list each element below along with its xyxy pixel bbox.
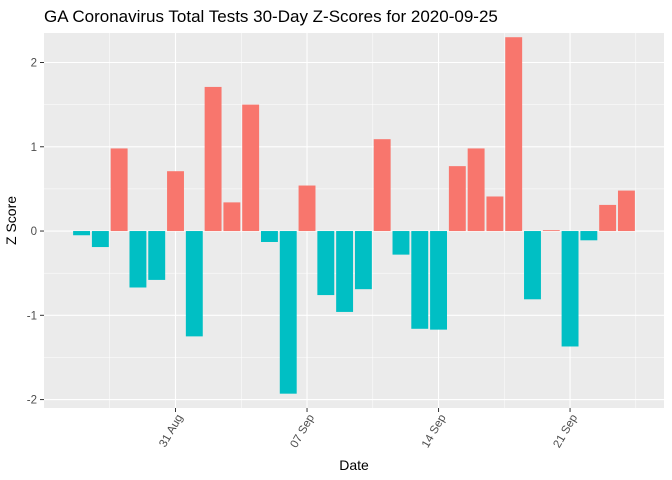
bar [411,231,429,329]
bar [242,104,260,232]
bar [167,171,184,232]
bar [373,139,391,232]
bar [91,231,109,248]
grid-minor [44,33,664,408]
x-axis: 31 Aug 07 Sep 14 Sep 21 Sep [157,408,580,450]
bar [542,230,560,232]
bar [298,185,316,232]
grid-major [44,33,664,408]
bar [185,231,203,337]
chart-title: GA Coronavirus Total Tests 30-Day Z-Scor… [44,7,498,26]
plot-panel [44,33,664,408]
y-tick-label: 2 [31,57,37,69]
x-tick-label: 07 Sep [288,413,317,451]
y-axis: -2 -1 0 1 2 [27,57,44,407]
bar [317,231,335,296]
x-tick-label: 31 Aug [157,413,185,450]
bar [261,231,278,242]
x-tick-label: 14 Sep [420,413,449,451]
bar [617,190,635,232]
x-tick-label: 21 Sep [552,413,581,451]
bars [73,37,635,394]
x-axis-title: Date [339,457,369,473]
bar [148,231,166,280]
bar [430,231,447,330]
bar [486,196,504,232]
bar [580,231,598,241]
bar [599,204,617,232]
bar [110,148,128,232]
bar [448,166,466,232]
bar [524,231,541,300]
y-axis-title: Z Score [3,196,19,245]
bar [73,231,91,236]
bar [354,231,372,290]
y-tick-label: 0 [31,226,37,238]
bar [561,231,579,347]
bar [336,231,354,312]
y-tick-label: -2 [27,395,37,407]
y-tick-label: -1 [27,310,37,322]
bar [467,148,485,232]
bar [392,231,410,255]
bar [505,37,523,232]
bar [223,202,241,232]
bar [204,86,222,232]
bar [129,231,147,288]
y-tick-label: 1 [31,142,37,154]
bar [279,231,297,394]
